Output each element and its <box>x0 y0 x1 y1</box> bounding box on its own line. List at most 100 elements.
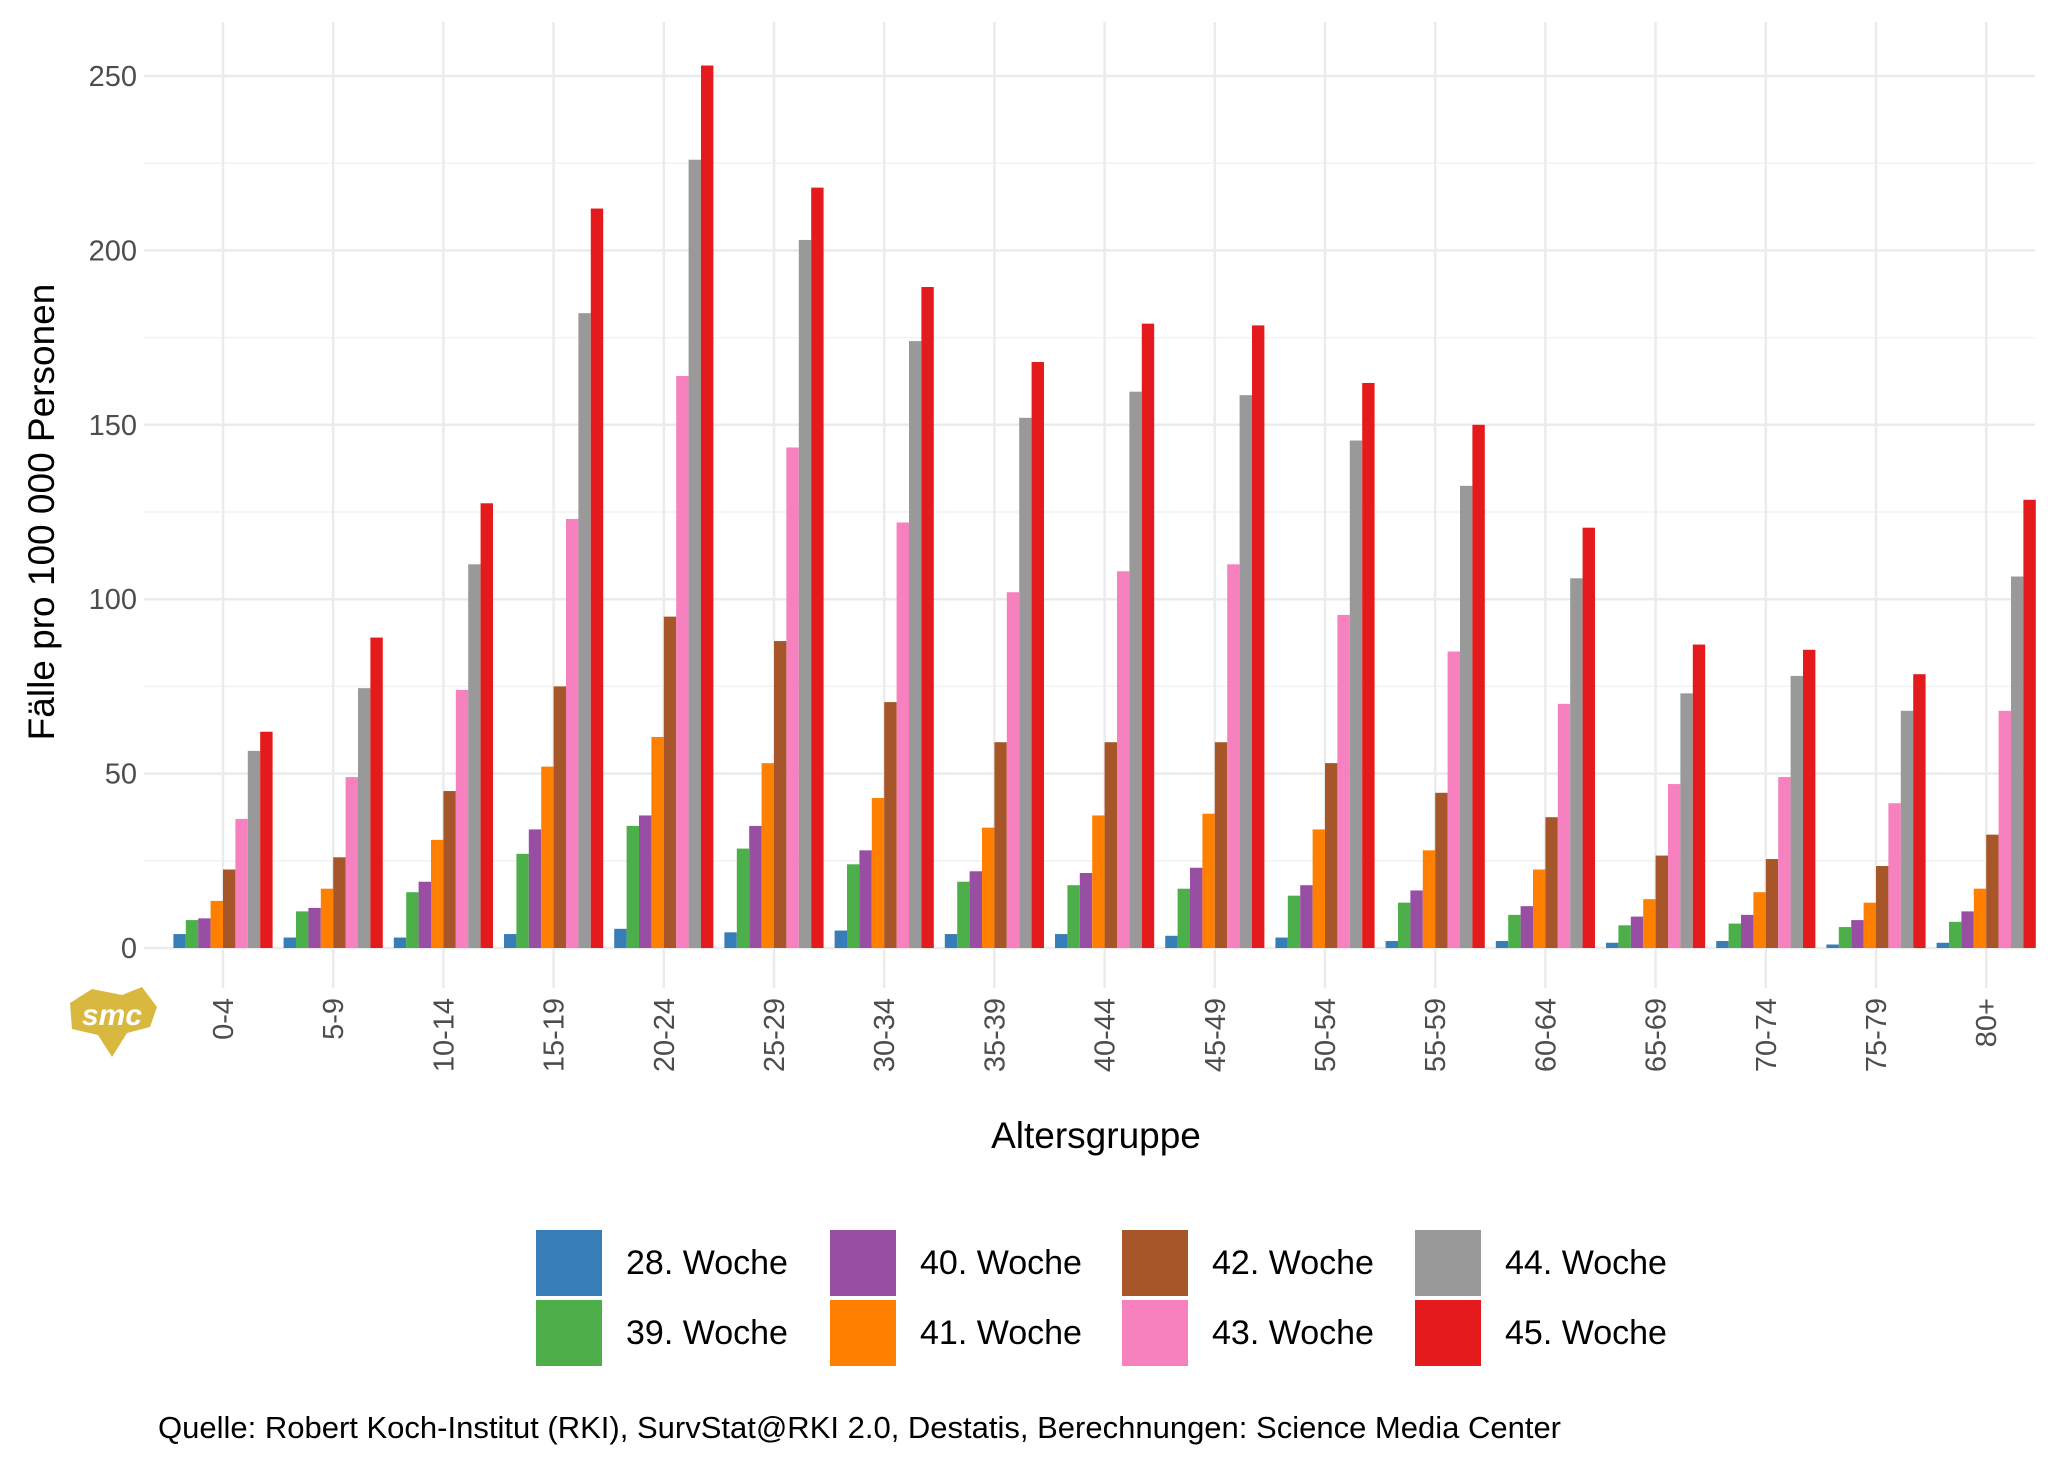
bar <box>185 920 199 948</box>
bar <box>859 850 872 948</box>
bar <box>1851 920 1864 948</box>
bar <box>1275 937 1288 948</box>
x-tick-label: 35-39 <box>979 998 1011 1072</box>
bar <box>2023 499 2036 948</box>
legend-label: 45. Woche <box>1505 1314 1667 1352</box>
bar <box>626 825 640 948</box>
bar <box>578 313 591 949</box>
y-axis-title: Fälle pro 100 000 Personen <box>21 284 62 741</box>
bar <box>1495 941 1509 948</box>
x-tick-label: 10-14 <box>428 998 460 1072</box>
bar <box>210 900 223 948</box>
bar <box>1888 803 1901 948</box>
legend-label: 41. Woche <box>920 1314 1082 1352</box>
bar <box>357 688 371 948</box>
bar <box>1606 942 1619 948</box>
bar <box>1141 323 1155 948</box>
bar <box>173 934 186 948</box>
bar <box>283 937 297 948</box>
bar <box>1973 888 1987 948</box>
x-axis-ticks: 0-4 5-9 10-14 15-19 20-24 25-29 30-34 35-39 40-4… <box>208 998 2003 1072</box>
bar <box>811 187 824 949</box>
y-tick-label: 150 <box>89 410 137 442</box>
x-tick-label: 15-19 <box>539 998 571 1072</box>
bar <box>345 777 358 948</box>
bar <box>1104 742 1117 948</box>
bar <box>528 829 542 948</box>
bar <box>1667 784 1681 948</box>
legend: 28. Woche 39. Woche 40. Woche 41. Woche 42. … <box>536 1230 1667 1366</box>
bar <box>1913 674 1926 948</box>
grid <box>144 22 2035 988</box>
bar <box>1055 934 1068 948</box>
bar <box>541 766 554 948</box>
bars <box>173 65 2036 949</box>
x-tick-label: 20-24 <box>649 998 681 1072</box>
bar <box>1362 382 1375 949</box>
bar <box>1728 923 1742 948</box>
legend-label: 44. Woche <box>1505 1244 1667 1282</box>
bar <box>884 702 897 948</box>
bar <box>957 881 970 948</box>
smc-logo-text: smc <box>82 999 142 1032</box>
bar <box>1116 571 1130 948</box>
x-tick-label: 45-49 <box>1200 998 1232 1072</box>
bar <box>1961 911 1974 948</box>
legend-swatch <box>1122 1230 1188 1296</box>
x-tick-label: 60-64 <box>1530 998 1562 1072</box>
bar <box>1778 777 1791 948</box>
legend-item: 42. Woche <box>1122 1230 1374 1296</box>
legend-swatch <box>536 1230 602 1296</box>
legend-swatch <box>1415 1230 1481 1296</box>
bar <box>2010 576 2024 948</box>
x-tick-label: 5-9 <box>318 998 350 1040</box>
bar <box>1177 888 1191 948</box>
bar <box>1936 942 1950 948</box>
bar <box>468 564 481 948</box>
bar <box>1422 850 1436 948</box>
bar <box>908 341 922 948</box>
bar <box>1410 890 1423 948</box>
x-tick-label: 55-59 <box>1420 998 1452 1072</box>
bar <box>1765 859 1779 948</box>
bar <box>1447 651 1460 948</box>
bar <box>1863 902 1876 948</box>
bar <box>1287 895 1301 948</box>
legend-item: 28. Woche <box>536 1230 788 1296</box>
bar <box>1129 391 1142 948</box>
bar <box>333 857 346 948</box>
x-tick-label: 50-54 <box>1310 998 1342 1072</box>
bar <box>1239 395 1252 949</box>
bar <box>700 65 714 948</box>
bar <box>406 892 419 948</box>
bar <box>834 930 848 948</box>
legend-item: 41. Woche <box>830 1300 1082 1366</box>
x-tick-label: 65-69 <box>1641 998 1673 1072</box>
bar <box>774 641 787 948</box>
bar <box>1067 885 1080 948</box>
bar <box>1557 703 1571 948</box>
bar <box>1337 614 1350 948</box>
x-tick-label: 70-74 <box>1751 998 1783 1072</box>
x-tick-label: 30-34 <box>869 998 901 1072</box>
legend-swatch <box>536 1300 602 1366</box>
bar <box>296 911 309 948</box>
bar <box>982 827 995 948</box>
bar <box>1459 485 1473 948</box>
bar <box>1472 424 1485 948</box>
bar <box>1949 921 1962 948</box>
bar <box>1520 906 1534 948</box>
bar <box>736 848 750 948</box>
bar <box>590 208 604 948</box>
bar <box>1214 742 1228 948</box>
bar <box>1741 914 1754 948</box>
y-tick-label: 100 <box>89 584 137 616</box>
bar <box>969 871 983 948</box>
bar <box>676 375 689 948</box>
bar <box>320 888 334 948</box>
legend-label: 43. Woche <box>1212 1314 1374 1352</box>
smc-logo-shape <box>70 987 157 1057</box>
bar <box>761 763 774 948</box>
bar <box>1300 885 1313 948</box>
legend-swatch <box>830 1230 896 1296</box>
